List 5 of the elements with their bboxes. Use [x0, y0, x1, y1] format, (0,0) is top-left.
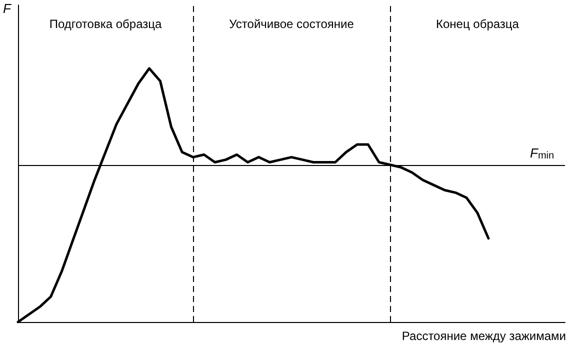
y-axis-title: F: [3, 1, 12, 16]
x-axis-title: Расстояние между зажимами: [402, 329, 566, 343]
text: Устойчивое состояние: [229, 17, 354, 31]
text: Подготовка образца: [49, 17, 162, 31]
text: Конец образца: [436, 17, 520, 31]
